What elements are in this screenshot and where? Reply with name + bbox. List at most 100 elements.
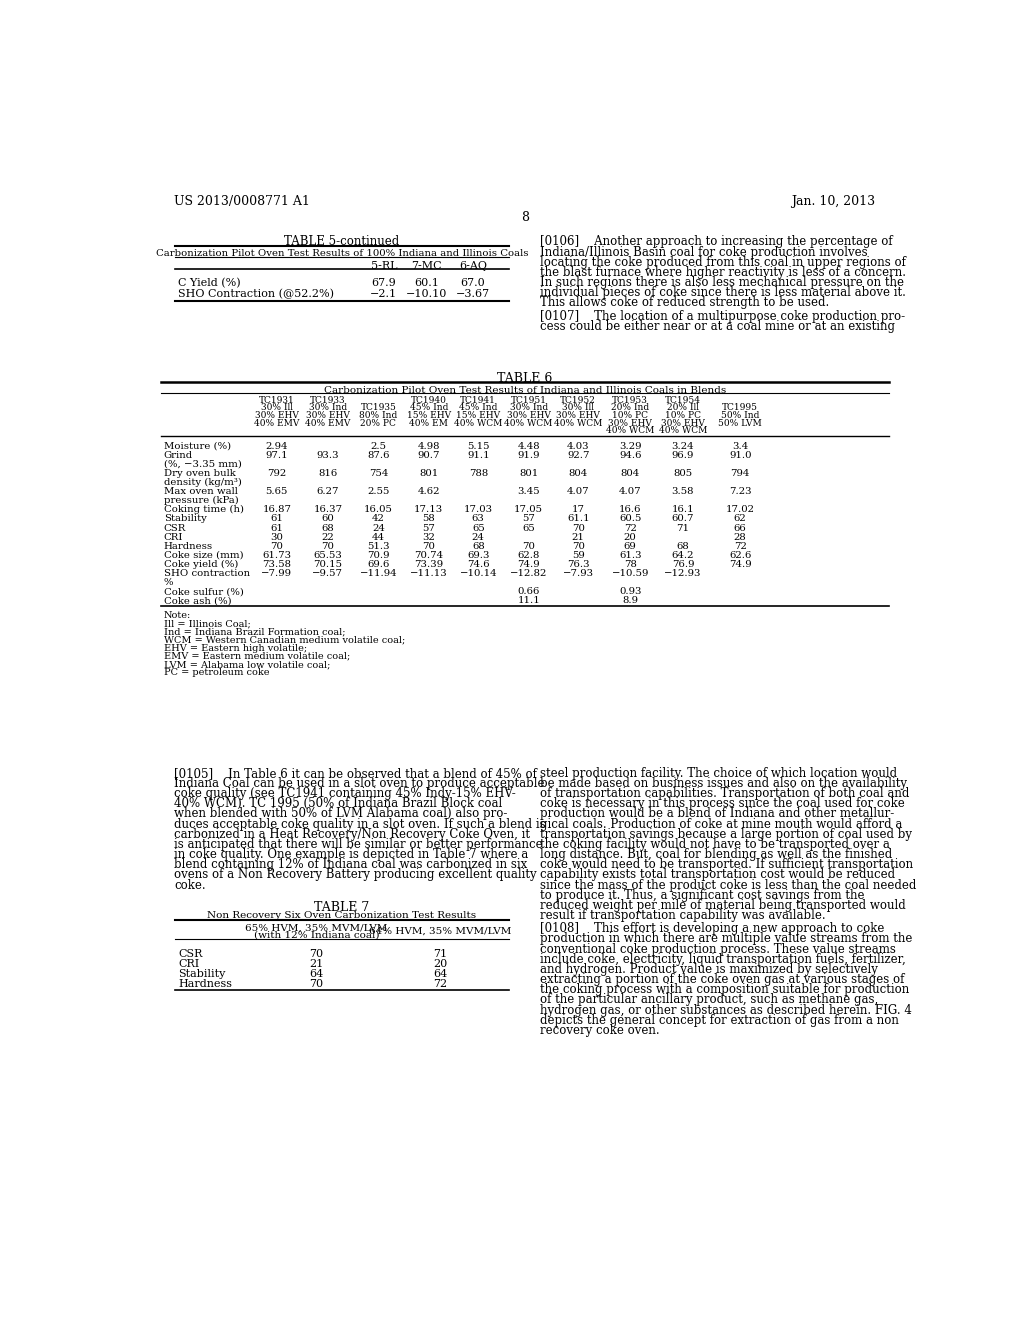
Text: 68: 68: [472, 541, 484, 550]
Text: (with 12% Indiana coal): (with 12% Indiana coal): [254, 931, 379, 940]
Text: LVM = Alabama low volatile coal;: LVM = Alabama low volatile coal;: [164, 660, 330, 669]
Text: 40% WCM: 40% WCM: [554, 418, 602, 428]
Text: cess could be either near or at a coal mine or at an existing: cess could be either near or at a coal m…: [541, 319, 895, 333]
Text: TC1954: TC1954: [665, 396, 700, 404]
Text: −12.93: −12.93: [665, 569, 701, 578]
Text: PC = petroleum coke: PC = petroleum coke: [164, 668, 269, 677]
Text: Stability: Stability: [178, 969, 225, 978]
Text: 22: 22: [322, 533, 334, 541]
Text: TC1995: TC1995: [722, 404, 758, 412]
Text: 74.9: 74.9: [729, 560, 752, 569]
Text: Max oven wall: Max oven wall: [164, 487, 238, 496]
Text: 91.9: 91.9: [517, 451, 540, 459]
Text: 10% PC: 10% PC: [612, 411, 648, 420]
Text: 40% WCM: 40% WCM: [658, 426, 708, 436]
Text: 40% WCM). TC 1995 (50% of Indiana Brazil Block coal: 40% WCM). TC 1995 (50% of Indiana Brazil…: [174, 797, 503, 810]
Text: 6.27: 6.27: [316, 487, 339, 496]
Text: 11.1: 11.1: [517, 597, 540, 606]
Text: −2.1: −2.1: [371, 289, 397, 298]
Text: 65: 65: [472, 524, 484, 532]
Text: Dry oven bulk: Dry oven bulk: [164, 469, 236, 478]
Text: 70.9: 70.9: [367, 550, 389, 560]
Text: 15% EHV: 15% EHV: [407, 411, 451, 420]
Text: 20: 20: [433, 958, 447, 969]
Text: 64: 64: [433, 969, 447, 978]
Text: TC1931: TC1931: [259, 396, 295, 404]
Text: 61.3: 61.3: [618, 550, 641, 560]
Text: 76.9: 76.9: [672, 560, 694, 569]
Text: 5.15: 5.15: [467, 442, 489, 450]
Text: TC1951: TC1951: [511, 396, 547, 404]
Text: 3.29: 3.29: [618, 442, 641, 450]
Text: 72: 72: [433, 978, 447, 989]
Text: 73.39: 73.39: [414, 560, 443, 569]
Text: −3.67: −3.67: [456, 289, 489, 298]
Text: TABLE 5-continued: TABLE 5-continued: [285, 235, 399, 248]
Text: %: %: [164, 578, 173, 587]
Text: 3.45: 3.45: [517, 487, 540, 496]
Text: coke would need to be transported. If sufficient transportation: coke would need to be transported. If su…: [541, 858, 913, 871]
Text: 4.03: 4.03: [567, 442, 590, 450]
Text: 92.7: 92.7: [567, 451, 590, 459]
Text: the coking facility would not have to be transported over a: the coking facility would not have to be…: [541, 838, 890, 851]
Text: 30% EHV: 30% EHV: [306, 411, 350, 420]
Text: 97.1: 97.1: [265, 451, 288, 459]
Text: EHV = Eastern high volatile;: EHV = Eastern high volatile;: [164, 644, 307, 653]
Text: pressure (kPa): pressure (kPa): [164, 496, 239, 506]
Text: 61: 61: [270, 515, 284, 524]
Text: production in which there are multiple value streams from the: production in which there are multiple v…: [541, 932, 912, 945]
Text: 62.6: 62.6: [729, 550, 752, 560]
Text: 96.9: 96.9: [672, 451, 694, 459]
Text: 57: 57: [422, 524, 435, 532]
Text: Non Recovery Six Oven Carbonization Test Results: Non Recovery Six Oven Carbonization Test…: [207, 911, 476, 920]
Text: −10.14: −10.14: [460, 569, 497, 578]
Text: 69.3: 69.3: [467, 550, 489, 560]
Text: be made based on business issues and also on the availability: be made based on business issues and als…: [541, 777, 907, 789]
Text: long distance. But, coal for blending as well as the finished: long distance. But, coal for blending as…: [541, 847, 893, 861]
Text: 61.73: 61.73: [262, 550, 292, 560]
Text: 24: 24: [372, 524, 385, 532]
Text: when blended with 50% of LVM Alabama coal) also pro-: when blended with 50% of LVM Alabama coa…: [174, 808, 508, 820]
Text: [0107]    The location of a multipurpose coke production pro-: [0107] The location of a multipurpose co…: [541, 310, 905, 322]
Text: 805: 805: [674, 469, 692, 478]
Text: 58: 58: [422, 515, 435, 524]
Text: 60.7: 60.7: [672, 515, 694, 524]
Text: Moisture (%): Moisture (%): [164, 442, 230, 450]
Text: 16.87: 16.87: [262, 506, 291, 515]
Text: 20: 20: [624, 533, 637, 541]
Text: 4.62: 4.62: [418, 487, 440, 496]
Text: 2.5: 2.5: [371, 442, 386, 450]
Text: 5-RL: 5-RL: [371, 261, 397, 271]
Text: 72: 72: [624, 524, 637, 532]
Text: 64.2: 64.2: [672, 550, 694, 560]
Text: 17: 17: [571, 506, 585, 515]
Text: of the particular ancillary product, such as methane gas,: of the particular ancillary product, suc…: [541, 994, 879, 1006]
Text: coke.: coke.: [174, 879, 206, 891]
Text: 94.6: 94.6: [618, 451, 641, 459]
Text: In such regions there is also less mechanical pressure on the: In such regions there is also less mecha…: [541, 276, 904, 289]
Text: 754: 754: [369, 469, 388, 478]
Text: 59: 59: [571, 550, 585, 560]
Text: carbonized in a Heat Recovery/Non Recovery Coke Oven, it: carbonized in a Heat Recovery/Non Recove…: [174, 828, 530, 841]
Text: [0106]    Another approach to increasing the percentage of: [0106] Another approach to increasing th…: [541, 235, 893, 248]
Text: 70.15: 70.15: [313, 560, 342, 569]
Text: 68: 68: [322, 524, 334, 532]
Text: TABLE 7: TABLE 7: [314, 902, 370, 913]
Text: 0.66: 0.66: [517, 587, 540, 597]
Text: −11.13: −11.13: [410, 569, 447, 578]
Text: 70: 70: [422, 541, 435, 550]
Text: SHO Contraction (@52.2%): SHO Contraction (@52.2%): [178, 289, 335, 298]
Text: Indiana Coal can be used in a slot oven to produce acceptable: Indiana Coal can be used in a slot oven …: [174, 777, 545, 789]
Text: C Yield (%): C Yield (%): [178, 277, 241, 288]
Text: 17.03: 17.03: [464, 506, 493, 515]
Text: 30% EHV: 30% EHV: [507, 411, 551, 420]
Text: of transportation capabilities. Transportation of both coal and: of transportation capabilities. Transpor…: [541, 787, 909, 800]
Text: 21: 21: [571, 533, 585, 541]
Text: 67.9: 67.9: [372, 277, 396, 288]
Text: 30% EHV: 30% EHV: [608, 418, 652, 428]
Text: −9.57: −9.57: [312, 569, 343, 578]
Text: 6-AQ: 6-AQ: [459, 261, 486, 271]
Text: (%, −3.35 mm): (%, −3.35 mm): [164, 459, 242, 469]
Text: 20% Ind: 20% Ind: [611, 404, 649, 412]
Text: 62: 62: [734, 515, 746, 524]
